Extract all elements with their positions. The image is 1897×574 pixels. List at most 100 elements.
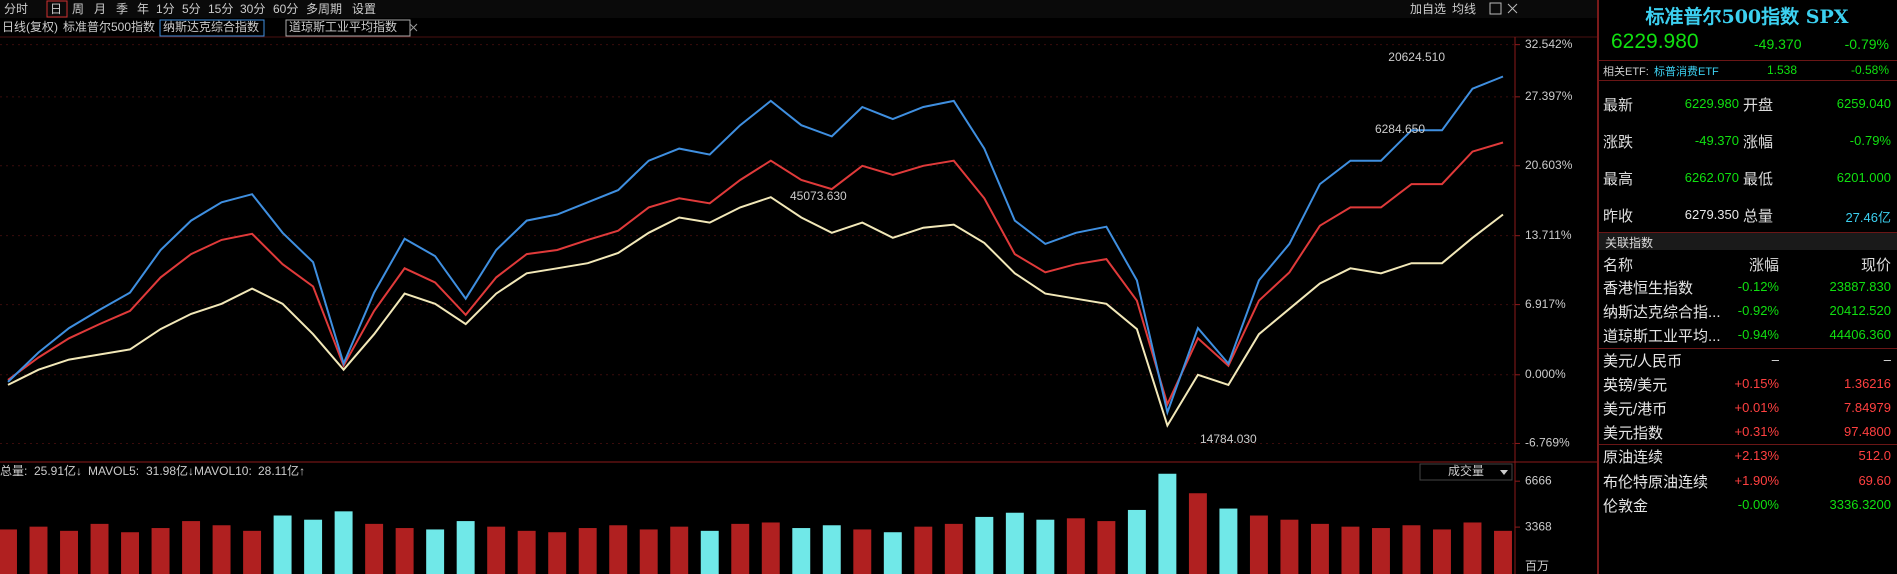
index-name[interactable]: 美元/港币	[1603, 401, 1668, 418]
chart-subtitle: 日线(复权)	[2, 20, 58, 34]
sep	[1599, 60, 1897, 61]
indicator-dropdown[interactable]	[1419, 463, 1513, 481]
volume-bar	[731, 523, 750, 574]
legend-entry[interactable]: 道琼斯工业平均指数	[289, 19, 397, 34]
y-tick-label: 6666	[1525, 473, 1552, 487]
legend-entry[interactable]: 纳斯达克综合指数	[163, 19, 259, 34]
etf-name[interactable]: 标普消费ETF	[1654, 66, 1719, 78]
chart-area: 分时 日周月季年 1分 5分 15分 30分 60分 多周期 设置 加自选 均线日线(复权) 标准普尔…	[0, 0, 1597, 574]
period-tab[interactable]: 分时	[4, 2, 28, 16]
index-price: 3336.3200	[1829, 496, 1891, 512]
close-button[interactable]	[1507, 3, 1518, 14]
legend-close[interactable]	[409, 23, 418, 32]
index-name[interactable]: 道琼斯工业平均...	[1603, 328, 1721, 346]
period-tab[interactable]: 60分	[273, 2, 298, 16]
volume-bar	[639, 529, 658, 574]
price-line	[7, 196, 1504, 428]
y-tick-label: 3368	[1525, 519, 1552, 533]
price-change-pct: -0.79%	[1844, 36, 1889, 52]
volume-bar	[1341, 526, 1360, 574]
index-name[interactable]: 美元/人民币	[1603, 352, 1683, 370]
index-name[interactable]: 原油连续	[1603, 449, 1664, 467]
legend-frame[interactable]	[159, 19, 265, 37]
index-price: 23887.830	[1829, 279, 1891, 294]
volume-bar	[1158, 473, 1177, 574]
index-name[interactable]: 香港恒生指数	[1603, 280, 1694, 297]
index-price: 97.4800	[1844, 424, 1891, 440]
index-price: 20412.520	[1829, 303, 1891, 319]
volume-stat-value: 28.11亿↑	[258, 463, 305, 478]
volume-bar	[395, 528, 414, 574]
volume-bar	[151, 528, 170, 574]
index-name[interactable]: 美元指数	[1603, 425, 1664, 443]
icon-button[interactable]	[1489, 2, 1502, 15]
field-value: 6279.350	[1684, 207, 1739, 222]
period-tab[interactable]: 月	[94, 2, 106, 16]
field-label: 最低	[1743, 171, 1774, 188]
volume-bar	[90, 523, 109, 574]
index-name[interactable]: 伦敦金	[1603, 497, 1649, 515]
quote-title: 标准普尔500指数 SPX	[1645, 6, 1849, 28]
period-tab[interactable]: 5分	[182, 2, 201, 16]
index-change: +1.90%	[1734, 472, 1779, 488]
sep	[1599, 232, 1897, 233]
y-tick-label: 13.711%	[1525, 228, 1572, 242]
volume-bar	[365, 523, 384, 574]
period-tab[interactable]: 季	[116, 2, 128, 16]
field-label: 开盘	[1743, 97, 1774, 114]
period-tab[interactable]: 30分	[240, 2, 265, 16]
index-change: -0.94%	[1737, 327, 1779, 343]
dropdown-arrow[interactable]	[1500, 470, 1508, 475]
y-tick-label: 6.917%	[1525, 297, 1566, 311]
volume-bar	[1127, 509, 1146, 574]
period-tab[interactable]: 多周期	[306, 2, 342, 16]
active-tab-frame[interactable]	[46, 0, 68, 18]
price-annotation: 14784.030	[1200, 432, 1257, 446]
period-tab[interactable]: 周	[72, 2, 84, 16]
field-label: 总量	[1743, 208, 1774, 225]
volume-bar	[700, 530, 719, 574]
price-annotation: 6284.650	[1375, 122, 1425, 136]
field-value: 27.46亿	[1845, 210, 1891, 225]
field-label: 涨跌	[1603, 134, 1634, 151]
field-value: 6229.980	[1684, 96, 1739, 111]
volume-bar	[1402, 525, 1421, 574]
period-tab[interactable]: 年	[137, 2, 149, 16]
index-change: –	[1771, 351, 1779, 367]
legend-entry[interactable]: 标准普尔500指数	[63, 19, 155, 34]
period-tab[interactable]: 设置	[352, 2, 376, 16]
volume-bar	[182, 521, 201, 574]
volume-bar	[944, 523, 963, 574]
indicator-name[interactable]: 成交量	[1448, 463, 1484, 478]
col-header: 现价	[1860, 257, 1891, 274]
y-tick-label: 32.542%	[1525, 37, 1573, 51]
volume-bar	[60, 530, 78, 574]
price-change: -49.370	[1754, 36, 1802, 52]
volume-bar	[670, 526, 689, 574]
etf-label: 相关ETF:	[1603, 66, 1649, 78]
section-bar	[1599, 233, 1897, 250]
volume-bar	[1463, 522, 1482, 574]
period-tab[interactable]: 1分	[156, 2, 175, 16]
sep	[1599, 80, 1897, 81]
index-name[interactable]: 纳斯达克综合指...	[1603, 304, 1721, 322]
etf-price: 1.538	[1767, 63, 1798, 77]
volume-stat-value: 25.91亿↓	[34, 463, 82, 478]
index-name[interactable]: 布伦特原油连续	[1603, 473, 1709, 491]
volume-bar	[1066, 518, 1085, 574]
period-tab[interactable]: 日	[50, 2, 62, 16]
index-name[interactable]: 英镑/美元	[1603, 376, 1668, 394]
col-header: 名称	[1603, 257, 1634, 274]
stats-bg	[0, 465, 340, 480]
toolbar-button[interactable]: 均线	[1452, 2, 1476, 16]
volume-bar	[29, 526, 48, 574]
volume-stat-label: 总量:	[0, 464, 27, 478]
legend-frame[interactable]	[285, 19, 411, 37]
y-tick-label: -6.769%	[1525, 436, 1570, 450]
toolbar-button[interactable]: 加自选	[1410, 2, 1446, 16]
index-change: -0.00%	[1737, 496, 1779, 512]
y-tick-label: 27.397%	[1525, 89, 1573, 103]
period-tab[interactable]: 15分	[208, 2, 233, 16]
sep	[1599, 347, 1897, 349]
